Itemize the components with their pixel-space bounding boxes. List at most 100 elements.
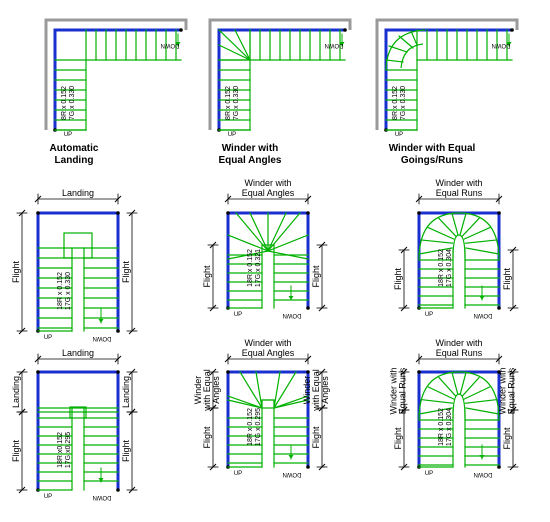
u-stair-1-up-label: UP xyxy=(44,335,52,341)
dim-landing-left-4: Landing xyxy=(11,371,28,413)
dimension-tick xyxy=(509,246,517,254)
dimension-tick xyxy=(318,368,326,376)
u-stair-5-winder-tread xyxy=(273,395,309,409)
u-stair-6-winder-tread xyxy=(459,371,467,395)
u-stair-3-note: 18R x 0.152 xyxy=(438,249,445,287)
dim-winder-right-6-label: Equal Runs xyxy=(507,367,517,414)
dimension-tick xyxy=(128,209,136,217)
dim-flight-left-1-label: Flight xyxy=(11,261,21,284)
u-stair-4-up-label: UP xyxy=(44,494,52,500)
direction-arrow-head xyxy=(98,319,104,323)
dimension-tick xyxy=(400,463,408,471)
dim-winder-left-5: Winder with Equal Angles xyxy=(193,369,221,412)
dim-landing-top-1-label: Landing xyxy=(62,188,94,198)
dimension-tick xyxy=(128,408,136,416)
u-stair-4-note: 17G x0.295 xyxy=(65,432,72,468)
dim-flight-right-3: Flight xyxy=(502,249,519,309)
dim-landing-right-4: Landing xyxy=(121,371,138,413)
caption-winder-equal-goings-text: Winder with Equal Goings/Runs xyxy=(388,143,476,166)
dimension-tick xyxy=(128,327,136,335)
l-stair-2-outer-wall xyxy=(208,18,352,130)
dim-flight-left-1: Flight xyxy=(11,212,28,332)
u-stair-6-corner-dot xyxy=(497,465,501,469)
u-stair-2-winder-tread xyxy=(227,250,269,260)
dim-winder-right-6-label: Winder with xyxy=(498,367,508,414)
dimension-tick xyxy=(415,195,423,203)
u-stair-5-winder-tread xyxy=(255,371,263,409)
dimension-tick xyxy=(128,486,136,494)
l-stair-3-winder-tread xyxy=(410,30,418,46)
u-stair-6-winder-tread xyxy=(461,376,480,397)
dim-winder-left-6-label: Winder with xyxy=(389,367,399,414)
dim-flight-left-5-label: Flight xyxy=(202,426,212,449)
l-stair-3-winder-tread xyxy=(388,45,408,53)
l-stair-3-winder-curve xyxy=(400,43,424,69)
l-stair-3-down-label: DOWN xyxy=(492,42,511,48)
dim-winder-right-5-label: Angles xyxy=(320,376,330,404)
direction-arrow-head xyxy=(479,296,485,300)
u-stair-3-winder-tread xyxy=(427,226,455,240)
l-stair-1-down-label: DOWN xyxy=(161,42,180,48)
dimension-tick xyxy=(209,241,217,249)
l-stair-2-winder-tread xyxy=(218,44,251,61)
caption-winder-equal-angles-text: Winder with Equal Angles xyxy=(218,143,282,166)
direction-arrow-head xyxy=(479,455,485,459)
dim-winder-right-5: Winder with Equal Angles xyxy=(302,369,330,412)
u-stair-1-note: 18R x 0.152 xyxy=(57,272,64,310)
dimension-tick xyxy=(34,355,42,363)
dimension-tick xyxy=(509,304,517,312)
l-stair-3-note: 7G x 0.330 xyxy=(400,86,407,120)
u-stair-6-winder-curve xyxy=(452,393,466,419)
u-stair-3-winder-tread xyxy=(451,212,459,235)
l-stair-1-note: 8R x 0.152 xyxy=(61,86,68,120)
direction-arrow-head xyxy=(98,478,104,482)
direction-arrow-head xyxy=(339,42,345,46)
u-stair-5-corner-dot xyxy=(306,465,310,469)
l-stair-2-corner-dot xyxy=(343,28,347,32)
l-stair-1-outer-wall xyxy=(44,18,188,130)
dim-winder-left-5-label: Winder xyxy=(193,376,203,405)
u-stair-6-winder-tread xyxy=(464,398,498,404)
l-stair-3-winder-curve xyxy=(385,29,426,71)
dim-winder-angles-top-2-label: Equal Angles xyxy=(242,188,295,198)
dim-flight-left-4-label: Flight xyxy=(11,440,21,463)
dimension-tick xyxy=(400,406,408,414)
u-stair-6-winder-tread xyxy=(438,376,457,397)
dim-flight-left-3: Flight xyxy=(393,249,410,309)
caption-winder-equal-goings: Winder with Equal Goings/Runs xyxy=(362,143,502,167)
u-stair-1-corner-dot xyxy=(116,211,120,215)
dimension-tick xyxy=(304,355,312,363)
u-stair-3-winder-tread xyxy=(418,247,453,255)
u-stair-3-winder-tread xyxy=(463,226,491,240)
dimension-tick xyxy=(318,463,326,471)
dim-landing-top-1: Landing xyxy=(37,188,119,205)
l-stair-1-up-label: UP xyxy=(64,132,72,138)
u-stair-2-corner-dot xyxy=(306,211,310,215)
u-stair-3-corner-dot xyxy=(417,211,421,215)
dimension-tick xyxy=(18,209,26,217)
l-stair-3-up-label: UP xyxy=(395,132,403,138)
u-stair-6-up-label: UP xyxy=(425,471,433,477)
caption-automatic-landing-text: Automatic Landing xyxy=(49,143,99,166)
dimension-tick xyxy=(318,404,326,412)
dimension-tick xyxy=(209,463,217,471)
u-stair-6-winder-curve xyxy=(418,371,500,421)
u-stair-3-winder-tread xyxy=(461,217,480,237)
dimension-tick xyxy=(18,368,26,376)
l-stair-2-note: 8R x 0.152 xyxy=(225,86,232,120)
dimension-tick xyxy=(209,304,217,312)
u-stair-3-corner-dot xyxy=(497,306,501,310)
dim-flight-right-2-label: Flight xyxy=(311,265,321,288)
dim-winder-runs-top-6-label: Winder with xyxy=(435,338,482,348)
u-stair-4-corner-dot xyxy=(36,370,40,374)
u-stair-6-corner-dot xyxy=(417,370,421,374)
l-stair-2-winder-tread xyxy=(234,29,251,61)
u-stair-4-down-label: DOWN xyxy=(93,494,112,500)
l-stair-3-corner-dot xyxy=(510,28,514,32)
dim-flight-right-6: Flight xyxy=(502,409,519,468)
dim-landing-right-4-label: Landing xyxy=(121,376,131,408)
dim-flight-right-2: Flight xyxy=(311,244,328,309)
